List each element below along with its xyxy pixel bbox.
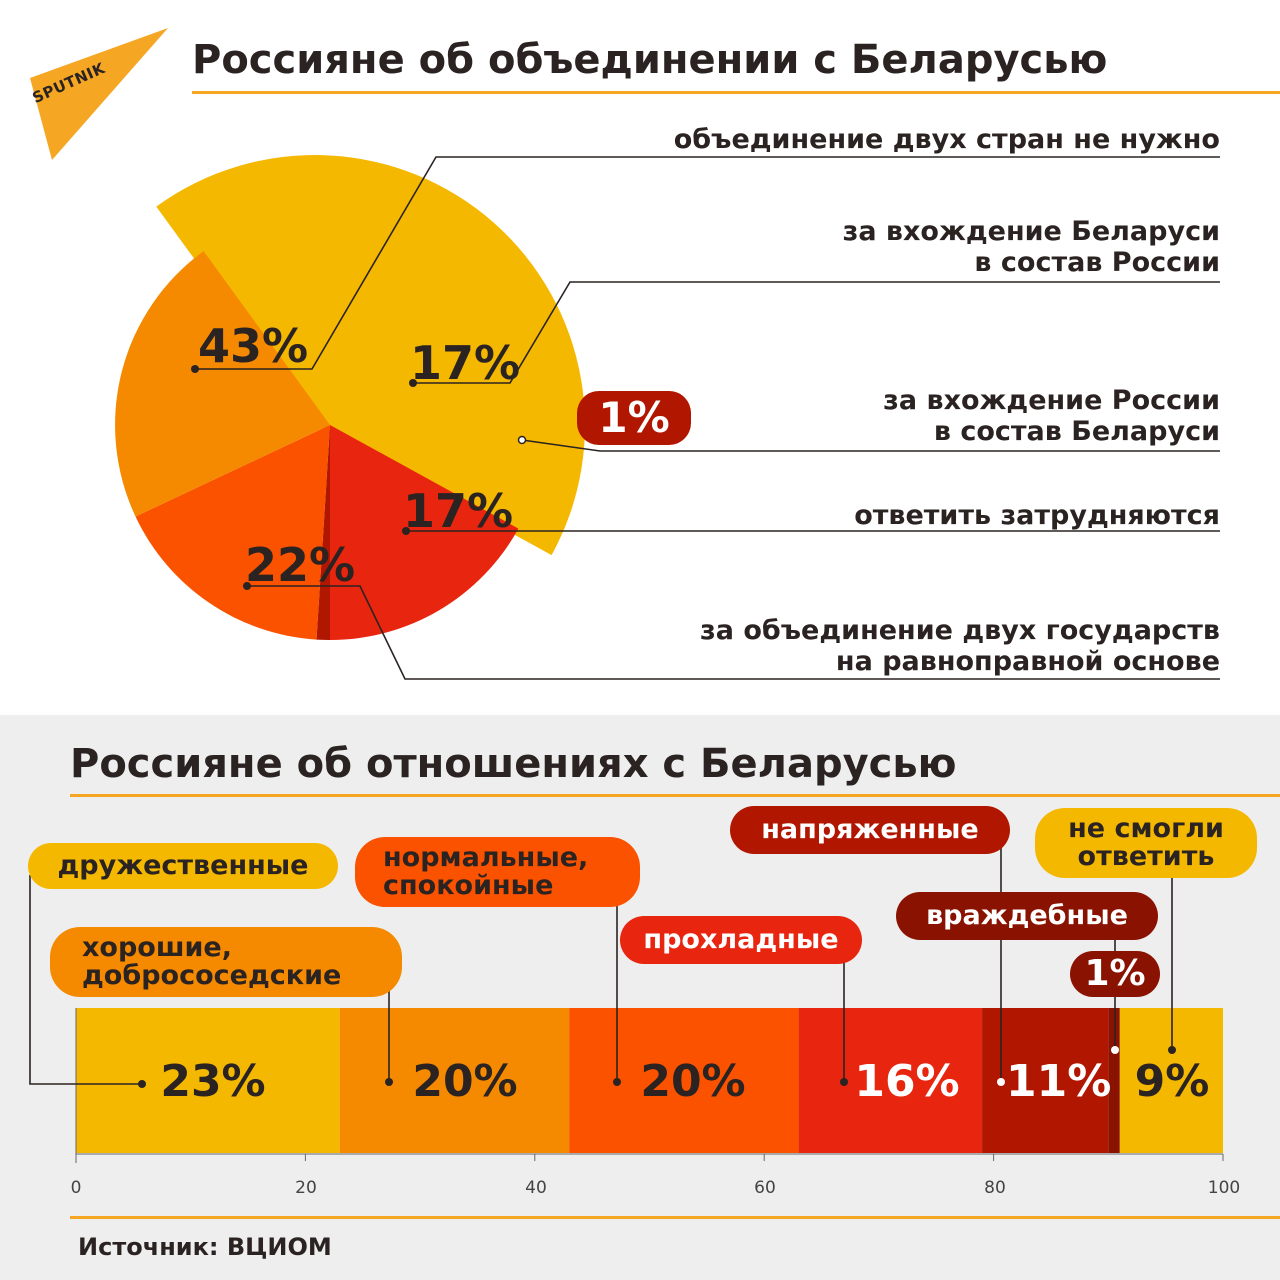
- leader-dot: [409, 379, 417, 387]
- pie-slice-not-needed: [156, 155, 585, 556]
- category-pill-cool: прохладные: [620, 916, 862, 964]
- leader-dot: [613, 1078, 621, 1086]
- category-pill-good: хорошие, добрососедские: [50, 927, 402, 997]
- bar-segment-normal: [569, 1008, 799, 1153]
- bar-segment-good: [339, 1008, 570, 1153]
- x-tick-label: 60: [754, 1178, 776, 1198]
- bar-value-label: 20%: [412, 1056, 518, 1107]
- bar-chart-title: Россияне об отношениях с Беларусью: [70, 741, 957, 787]
- x-tick-label: 40: [525, 1178, 547, 1198]
- leader-line: [521, 439, 1220, 452]
- pie-slice-equal-union: [115, 251, 330, 517]
- slice-value-label: 43%: [198, 319, 309, 373]
- leader-line: [247, 585, 1220, 680]
- leader-line: [413, 281, 1220, 384]
- slice-value-badge: 1%: [577, 391, 691, 445]
- legend-label: за вхождение Беларуси в состав России: [842, 216, 1220, 278]
- bar-value-label: 20%: [640, 1056, 746, 1107]
- bar-value-label: 23%: [160, 1056, 266, 1107]
- category-pill-friendly: дружественные: [28, 843, 338, 889]
- title-underline: [192, 91, 1280, 94]
- leader-dot: [1168, 1046, 1176, 1054]
- slice-value-label: 22%: [245, 538, 356, 592]
- slice-value-label: 17%: [410, 336, 521, 390]
- category-pill-hostile: враждебные: [896, 892, 1158, 940]
- x-tick-label: 100: [1207, 1178, 1241, 1198]
- leader-dot: [997, 1078, 1005, 1086]
- category-pill-tense: напряженные: [730, 806, 1010, 854]
- legend-label: за вхождение России в состав Беларуси: [883, 385, 1220, 447]
- leader-dot: [243, 582, 251, 590]
- legend-label: объединение двух стран не нужно: [673, 124, 1220, 155]
- leader-line: [29, 875, 142, 1085]
- leader-dot: [385, 1078, 393, 1086]
- logo-shape: [30, 28, 168, 160]
- bar-segment-friendly: [76, 1008, 340, 1153]
- footer-rule: [70, 1216, 1280, 1219]
- category-pill-normal: нормальные, спокойные: [355, 837, 640, 907]
- pie-chart: [115, 155, 585, 641]
- leader-dot: [1111, 1046, 1119, 1054]
- leader-dot: [840, 1078, 848, 1086]
- slice-value-label: 17%: [403, 484, 514, 538]
- legend-label: ответить затрудняются: [854, 500, 1220, 531]
- category-pill-no-answer: не смогли ответить: [1035, 808, 1257, 878]
- bar-value-label: 9%: [1134, 1056, 1210, 1107]
- x-tick-label: 80: [984, 1178, 1006, 1198]
- bar-value-label: 11%: [1006, 1056, 1112, 1107]
- pie-chart-title: Россияне об объединении с Беларусью: [192, 37, 1108, 83]
- leader-dot: [191, 365, 199, 373]
- leader-line: [195, 156, 1220, 370]
- pie-leader-lines: [191, 156, 1220, 680]
- pie-slice-belarus-into-russia: [330, 425, 519, 640]
- x-tick-label: 20: [295, 1178, 317, 1198]
- sputnik-logo: [30, 28, 168, 160]
- leader-dot: [138, 1080, 146, 1088]
- title-underline: [70, 794, 1280, 797]
- leader-dot: [402, 527, 410, 535]
- source-note: Источник: ВЦИОМ: [78, 1233, 332, 1261]
- leader-dot: [517, 435, 527, 445]
- bar-segment-hostile: [1108, 1008, 1120, 1153]
- x-tick-label: 0: [70, 1178, 82, 1198]
- legend-label: за объединение двух государств на равноп…: [700, 615, 1220, 677]
- bar-value-label: 16%: [854, 1056, 960, 1107]
- bar-value-badge: 1%: [1070, 951, 1160, 997]
- bar-segment-cool: [798, 1008, 983, 1153]
